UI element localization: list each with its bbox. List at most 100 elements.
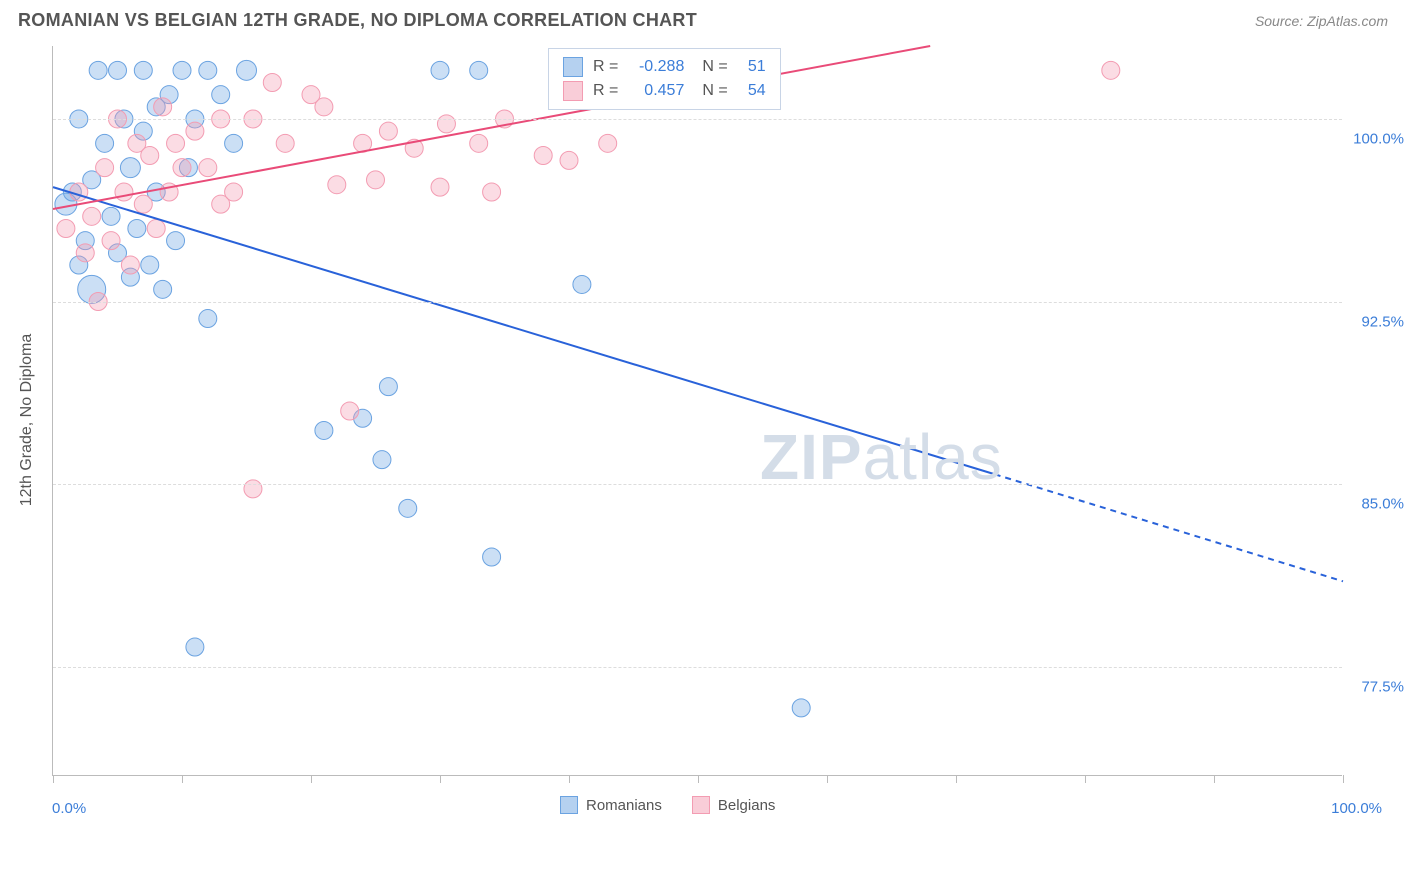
series-legend: Romanians Belgians bbox=[560, 796, 775, 814]
x-tick bbox=[311, 775, 312, 783]
x-tick bbox=[1343, 775, 1344, 783]
x-axis-max-label: 100.0% bbox=[1331, 800, 1382, 817]
x-tick bbox=[440, 775, 441, 783]
data-point bbox=[102, 207, 120, 225]
n-label: N = bbox=[702, 82, 727, 100]
data-point bbox=[102, 232, 120, 250]
data-point bbox=[141, 147, 159, 165]
data-point bbox=[167, 232, 185, 250]
legend-label: Romanians bbox=[586, 797, 662, 814]
data-point bbox=[212, 86, 230, 104]
n-value: 54 bbox=[738, 82, 766, 100]
data-point bbox=[431, 178, 449, 196]
data-point bbox=[341, 402, 359, 420]
data-point bbox=[109, 61, 127, 79]
x-tick bbox=[827, 775, 828, 783]
data-point bbox=[373, 451, 391, 469]
data-point bbox=[199, 310, 217, 328]
data-point bbox=[96, 159, 114, 177]
data-point bbox=[470, 134, 488, 152]
data-point bbox=[199, 61, 217, 79]
x-axis-min-label: 0.0% bbox=[52, 800, 86, 817]
gridline bbox=[53, 119, 1342, 120]
data-point bbox=[560, 151, 578, 169]
data-point bbox=[186, 122, 204, 140]
r-value: -0.288 bbox=[628, 58, 684, 76]
data-point bbox=[121, 256, 139, 274]
legend-swatch bbox=[560, 796, 578, 814]
data-point bbox=[173, 159, 191, 177]
y-axis-label: 12th Grade, No Diploma bbox=[18, 334, 36, 507]
data-point bbox=[128, 220, 146, 238]
stats-swatch bbox=[563, 81, 583, 101]
data-point bbox=[379, 122, 397, 140]
data-point bbox=[1102, 61, 1120, 79]
x-tick bbox=[956, 775, 957, 783]
legend-swatch bbox=[692, 796, 710, 814]
data-point bbox=[792, 699, 810, 717]
data-point bbox=[315, 421, 333, 439]
data-point bbox=[328, 176, 346, 194]
data-point bbox=[225, 183, 243, 201]
trend-line-extrapolated bbox=[995, 474, 1343, 581]
data-point bbox=[115, 183, 133, 201]
data-point bbox=[483, 548, 501, 566]
gridline bbox=[53, 484, 1342, 485]
data-point bbox=[134, 61, 152, 79]
r-value: 0.457 bbox=[628, 82, 684, 100]
data-point bbox=[134, 195, 152, 213]
watermark: ZIPatlas bbox=[760, 420, 1003, 494]
data-point bbox=[147, 220, 165, 238]
data-point bbox=[399, 499, 417, 517]
data-point bbox=[470, 61, 488, 79]
data-point bbox=[57, 220, 75, 238]
data-point bbox=[437, 115, 455, 133]
x-tick bbox=[53, 775, 54, 783]
data-point bbox=[154, 280, 172, 298]
r-label: R = bbox=[593, 58, 618, 76]
stats-row: R = -0.288 N = 51 bbox=[563, 55, 766, 79]
data-point bbox=[83, 207, 101, 225]
data-point bbox=[141, 256, 159, 274]
stats-row: R = 0.457 N = 54 bbox=[563, 79, 766, 103]
y-tick-label: 85.0% bbox=[1348, 496, 1404, 513]
legend-label: Belgians bbox=[718, 797, 776, 814]
data-point bbox=[186, 638, 204, 656]
chart-header: ROMANIAN VS BELGIAN 12TH GRADE, NO DIPLO… bbox=[0, 0, 1406, 37]
data-point bbox=[76, 244, 94, 262]
data-point bbox=[244, 480, 262, 498]
x-tick bbox=[1085, 775, 1086, 783]
gridline bbox=[53, 302, 1342, 303]
data-point bbox=[534, 147, 552, 165]
data-point bbox=[379, 378, 397, 396]
data-point bbox=[167, 134, 185, 152]
y-tick-label: 92.5% bbox=[1348, 313, 1404, 330]
n-label: N = bbox=[702, 58, 727, 76]
correlation-stats-box: R = -0.288 N = 51 R = 0.457 N = 54 bbox=[548, 48, 781, 110]
n-value: 51 bbox=[738, 58, 766, 76]
data-point bbox=[89, 61, 107, 79]
data-point bbox=[263, 74, 281, 92]
r-label: R = bbox=[593, 82, 618, 100]
data-point bbox=[315, 98, 333, 116]
data-point bbox=[154, 98, 172, 116]
data-point bbox=[276, 134, 294, 152]
legend-item: Romanians bbox=[560, 796, 662, 814]
data-point bbox=[599, 134, 617, 152]
data-point bbox=[237, 60, 257, 80]
data-point bbox=[96, 134, 114, 152]
chart-title: ROMANIAN VS BELGIAN 12TH GRADE, NO DIPLO… bbox=[18, 10, 697, 31]
data-point bbox=[173, 61, 191, 79]
data-point bbox=[225, 134, 243, 152]
data-point bbox=[367, 171, 385, 189]
x-tick bbox=[698, 775, 699, 783]
gridline bbox=[53, 667, 1342, 668]
y-tick-label: 77.5% bbox=[1348, 678, 1404, 695]
x-tick bbox=[182, 775, 183, 783]
data-point bbox=[70, 183, 88, 201]
data-point bbox=[120, 158, 140, 178]
data-point bbox=[199, 159, 217, 177]
y-tick-label: 100.0% bbox=[1348, 131, 1404, 148]
chart-plot-area: 77.5%85.0%92.5%100.0% bbox=[52, 46, 1342, 776]
x-tick bbox=[1214, 775, 1215, 783]
